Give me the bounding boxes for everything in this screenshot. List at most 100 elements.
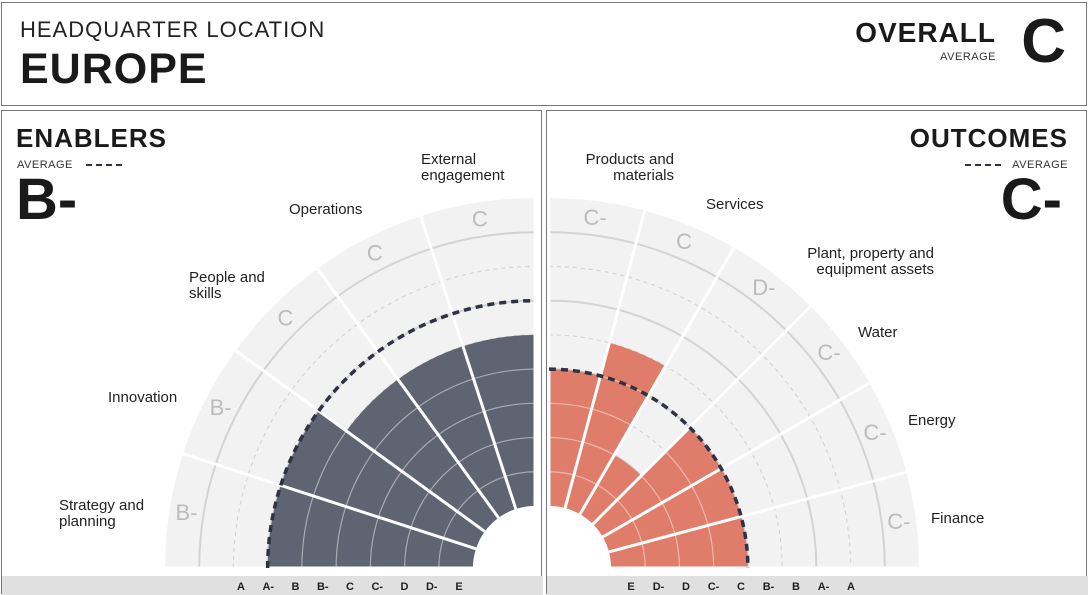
bar-grade-line (369, 516, 379, 569)
outcomes-average-label: AVERAGE (965, 159, 1068, 171)
overall-average-label: AVERAGE (940, 51, 996, 63)
bar-grade-line (417, 378, 474, 408)
outcomes-average-text: AVERAGE (1012, 159, 1068, 171)
bar-grade-line (473, 368, 536, 380)
category-grade: D- (752, 275, 775, 300)
wedge-separator (601, 381, 871, 539)
outcomes-category-label: Finance (931, 510, 985, 527)
grade-ring (548, 334, 783, 569)
outcomes-chart: C- C D- C- C- C- E D- D C- C B- B A- A (547, 198, 1088, 595)
wedge-separator (591, 305, 812, 526)
outcomes-average-line-key (965, 164, 1002, 167)
bar-grade-line (377, 470, 403, 518)
category-grade: C (367, 241, 383, 266)
grade-scale-tick: C- (371, 581, 383, 593)
outcomes-category-label: Plant, property and equipment assets (807, 245, 934, 278)
category-grade: C (278, 305, 294, 330)
outcomes-category-label: Products and materials (585, 151, 674, 184)
grade-scale-tick: D (401, 581, 409, 593)
bar-grade-line (401, 434, 439, 472)
bar-grade-line (335, 506, 347, 569)
category-grade: C (676, 229, 692, 254)
category-bar (280, 410, 485, 549)
bar-grade-line (345, 450, 375, 507)
grade-ring (198, 231, 536, 569)
grade-scale-tick: A (237, 581, 245, 593)
category-grade: C- (887, 509, 910, 534)
hq-location-value: EUROPE (20, 45, 208, 93)
category-bar (608, 516, 748, 568)
header-panel: HEADQUARTER LOCATION EUROPE OVERALL AVER… (1, 2, 1087, 106)
hq-location-label: HEADQUARTER LOCATION (20, 17, 326, 42)
outcomes-category-label: Water (858, 324, 898, 341)
category-grade: C- (583, 205, 606, 230)
category-bar (462, 334, 535, 510)
wedge-separator (316, 267, 500, 519)
wedge-separator (419, 215, 518, 510)
grade-scale-tick: B- (317, 581, 329, 593)
grade-scale-tick: B (292, 581, 300, 593)
grade-scale-bar (2, 576, 543, 595)
enablers-average-text: AVERAGE (17, 159, 73, 171)
grade-scale-tick: C (737, 581, 745, 593)
enablers-radial-plot: B- B- C C C (165, 198, 537, 570)
category-grade: C (472, 206, 488, 231)
average-line (548, 367, 750, 569)
category-bar (346, 379, 499, 532)
overall-label: OVERALL (855, 17, 996, 48)
enablers-category-label: Innovation (108, 389, 178, 406)
grade-scale-tick: A- (818, 581, 830, 593)
category-bar (592, 427, 722, 537)
category-bar (549, 369, 601, 509)
bar-grade-line (312, 430, 347, 497)
grade-scale-tick: D- (653, 581, 665, 593)
outcomes-category-label: Energy (908, 412, 956, 429)
chart-hub (549, 506, 611, 568)
category-grade: C- (863, 420, 886, 445)
category-bar (565, 342, 666, 515)
grade-scale-tick: C- (708, 581, 720, 593)
grade-scale-tick: A- (262, 581, 274, 593)
outcomes-radial-plot: C- C D- C- C- C- (547, 198, 919, 570)
category-grade: B- (210, 395, 232, 420)
enablers-average-line-key (86, 164, 123, 167)
bar-grade-line (301, 495, 314, 569)
outcomes-category-label: Services (706, 196, 764, 213)
bar-grade-line (483, 402, 536, 412)
grade-scale-tick: B- (763, 581, 775, 593)
overall-grade: C (1021, 7, 1066, 76)
wedge-separator (608, 470, 907, 554)
wedge-separator (182, 452, 477, 551)
enablers-average-label: AVERAGE (17, 159, 123, 171)
outcomes-panel: C- C D- C- C- C- E D- D C- C B- B A- A OUTCOMES AVERAG… (546, 110, 1088, 595)
chart-hub (473, 506, 535, 568)
grade-scale-bar (547, 576, 1088, 595)
bar-grade-line (373, 406, 419, 452)
grade-scale-tick: B (792, 581, 800, 593)
average-line (265, 298, 536, 569)
category-bar (580, 455, 642, 525)
grade-scale-tick: D- (426, 581, 438, 593)
bar-grade-line (437, 410, 485, 436)
grade-scale-tick: E (627, 581, 634, 593)
enablers-category-label: Operations (289, 201, 363, 218)
category-bar (397, 346, 516, 518)
enablers-category-label: People and skills (189, 269, 265, 302)
category-bar (267, 485, 477, 568)
enablers-category-label: Strategy and planning (59, 497, 145, 530)
category-grade: C- (817, 340, 840, 365)
grade-scale-tick: C (346, 581, 354, 593)
grade-scale-tick: D (682, 581, 690, 593)
category-grade: B- (175, 500, 197, 525)
category-wedge-bg (580, 247, 811, 525)
wedge-separator (563, 210, 647, 509)
wedge-separator (578, 246, 736, 516)
outcomes-average-grade: C- (1000, 167, 1062, 232)
wedge-separator (234, 349, 486, 533)
grade-scale-tick: E (455, 581, 462, 593)
enablers-chart: B- B- C C C A A- B B- C C- D D- E (2, 198, 543, 595)
enablers-title: ENABLERS (16, 123, 168, 153)
enablers-panel: B- B- C C C A A- B B- C C- D D- E ENABLERS AVERAGE B-… (1, 110, 543, 595)
enablers-average-grade: B- (16, 167, 78, 232)
category-bar (602, 468, 742, 552)
